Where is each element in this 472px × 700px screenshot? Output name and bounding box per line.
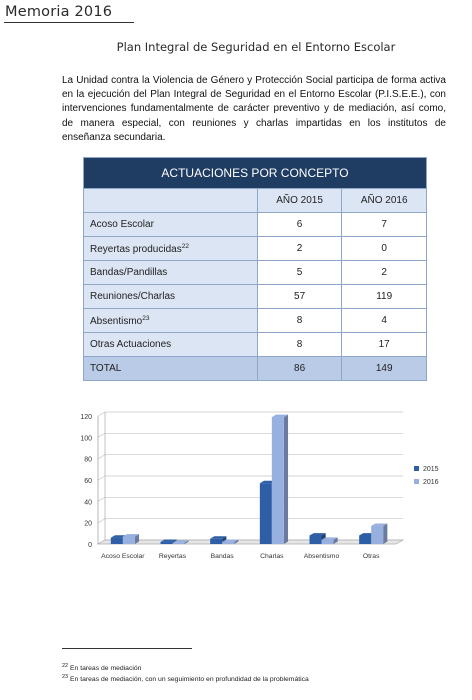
bar-top (172, 540, 189, 543)
x-tick-label: Absentismo (304, 553, 340, 560)
bar-top (122, 534, 140, 537)
cell-2016: 7 (341, 212, 427, 237)
bar-side (333, 537, 338, 544)
cell-2016: 4 (341, 308, 427, 333)
bar-chart: 0 20 40 60 80 100 120 Acoso Escolar Reyertas Band… (58, 405, 458, 573)
bar-side (383, 523, 388, 544)
bar-2016-bandas (222, 541, 235, 544)
header-rule (4, 22, 134, 23)
bar-top (222, 539, 239, 542)
legend-swatch (414, 466, 419, 471)
bar-2015-reyertas (160, 541, 173, 544)
cell-2016: 2 (341, 260, 427, 285)
legend-swatch (414, 479, 419, 484)
legend-label: 2015 (423, 466, 439, 473)
legend-label: 2016 (423, 479, 439, 486)
row-label: Absentismo23 (83, 308, 258, 333)
cell-2016: 0 (341, 236, 427, 261)
bar-top (371, 523, 388, 526)
gridline-side (97, 475, 106, 481)
cell-2016: 119 (341, 284, 427, 309)
row-label: Acoso Escolar (83, 212, 258, 237)
row-label: Reuniones/Charlas (83, 284, 258, 309)
bar-side (234, 539, 239, 544)
bar-2015-otras (359, 535, 372, 544)
bar-top (321, 537, 338, 540)
gridline-side (97, 454, 106, 459)
table-row: Reuniones/Charlas 57 119 (83, 284, 427, 309)
cell-2015: 5 (256, 260, 343, 285)
actuaciones-table: ACTUACIONES POR CONCEPTO AÑO 2015 AÑO 20… (83, 157, 427, 381)
total-2016: 149 (341, 356, 427, 381)
table-row: Reyertas producidas22 2 0 (83, 236, 427, 261)
table-title: ACTUACIONES POR CONCEPTO (83, 157, 427, 189)
footnote-22: 22 En tareas de mediación (62, 663, 142, 672)
y-tick-label: 120 (80, 414, 92, 421)
bar-side (184, 540, 189, 544)
bar-chart-svg: 0 20 40 60 80 100 120 Acoso Escolar Reyertas Band… (80, 411, 439, 560)
bar-top (309, 533, 326, 536)
bar-2016-reyertas (172, 542, 185, 544)
cell-2015: 6 (256, 212, 343, 237)
cell-2015: 2 (256, 236, 343, 261)
cell-2015: 8 (256, 308, 343, 333)
bar-2016-absentismo (321, 539, 334, 544)
bar-top (210, 536, 227, 539)
bar-2015-absentismo (309, 535, 322, 544)
y-tick-label: 40 (84, 499, 92, 506)
table-row: Otras Actuaciones 8 17 (83, 332, 427, 357)
bar-top (160, 539, 177, 542)
table-row: Bandas/Pandillas 5 2 (83, 260, 427, 285)
bar-top (271, 414, 289, 418)
table-row: Absentismo23 8 4 (83, 308, 427, 333)
column-header-2016: AÑO 2016 (341, 188, 427, 213)
bar-2016-charlas (271, 417, 284, 544)
row-label: Otras Actuaciones (83, 332, 258, 357)
footnote-rule (62, 648, 192, 649)
bar-2015-bandas (210, 538, 223, 544)
chart-floor (96, 539, 405, 545)
bar-2016-acoso-escolar (122, 536, 135, 544)
x-tick-label: Reyertas (159, 553, 187, 560)
footnote-ref: 22 (181, 242, 189, 250)
y-tick-label: 0 (88, 542, 92, 549)
bar-2015-charlas (259, 483, 272, 544)
cell-2015: 57 (256, 284, 343, 309)
gridline-side (97, 411, 106, 417)
total-2015: 86 (256, 356, 343, 381)
x-tick-label: Bandas (211, 553, 235, 560)
footnote-ref: 23 (142, 314, 150, 322)
y-tick-label: 60 (84, 478, 92, 485)
gridline-side (97, 433, 106, 438)
bar-side (283, 414, 289, 544)
gridline-side (97, 518, 106, 523)
bar-side (134, 534, 140, 544)
header-title: Memoria 2016 (5, 4, 113, 20)
section-title: Plan Integral de Seguridad en el Entorno… (116, 40, 396, 54)
table-total-row: TOTAL 86 149 (83, 356, 427, 381)
x-tick-label: Acoso Escolar (101, 553, 145, 560)
row-label: Reyertas producidas22 (83, 236, 258, 261)
table-row: Acoso Escolar 6 7 (83, 212, 427, 237)
footnote-23: 23 En tareas de mediación, con un seguim… (62, 674, 309, 683)
bar-2015-acoso-escolar (110, 537, 123, 544)
x-tick-label: Charlas (260, 553, 284, 560)
row-label: Bandas/Pandillas (83, 260, 258, 285)
column-header-2015: AÑO 2015 (256, 188, 343, 213)
total-label: TOTAL (83, 356, 258, 381)
y-tick-label: 80 (84, 457, 92, 464)
bar-2016-otras (371, 525, 384, 544)
y-tick-label: 100 (80, 435, 92, 442)
gridline-side (97, 497, 106, 502)
y-tick-label: 20 (84, 521, 92, 528)
table-corner-cell (83, 188, 258, 213)
intro-paragraph: La Unidad contra la Violencia de Género … (62, 75, 446, 143)
x-tick-label: Otras (363, 553, 380, 560)
cell-2015: 8 (256, 332, 343, 357)
cell-2016: 17 (341, 332, 427, 357)
